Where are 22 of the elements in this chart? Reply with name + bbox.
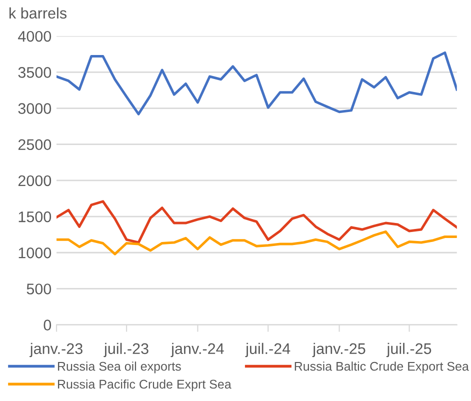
- y-tick-label: 1500: [18, 211, 52, 222]
- x-tick-label: juil.-23: [104, 342, 148, 358]
- y-tick-label: 3500: [18, 67, 52, 78]
- y-tick-label: 4000: [18, 30, 52, 42]
- y-axis-title: k barrels: [10, 7, 67, 19]
- line-series: [56, 51, 457, 116]
- y-tick-label: 1000: [18, 248, 52, 258]
- x-tick-label: janv.-24: [170, 342, 224, 358]
- legend-label: Russia Sea oil exports: [58, 362, 181, 374]
- y-tick-label: 2500: [18, 139, 52, 150]
- line-series: [56, 200, 457, 244]
- legend-label: Russia Pacific Crude Exprt Sea: [58, 379, 232, 392]
- x-tick-label: janv.-23: [30, 342, 82, 358]
- x-tick-label: janv.-25: [312, 342, 366, 358]
- y-tick-label: 3000: [18, 103, 52, 114]
- y-tick-label: 500: [26, 284, 52, 294]
- y-tick-label: 0: [44, 320, 52, 330]
- legend-label: Russia Baltic Crude Export Sea: [294, 362, 469, 374]
- x-tick-label: juil.-25: [386, 342, 432, 358]
- x-tick-label: juil.-24: [245, 342, 290, 358]
- line-series: [56, 230, 457, 256]
- y-tick-label: 2000: [18, 175, 52, 186]
